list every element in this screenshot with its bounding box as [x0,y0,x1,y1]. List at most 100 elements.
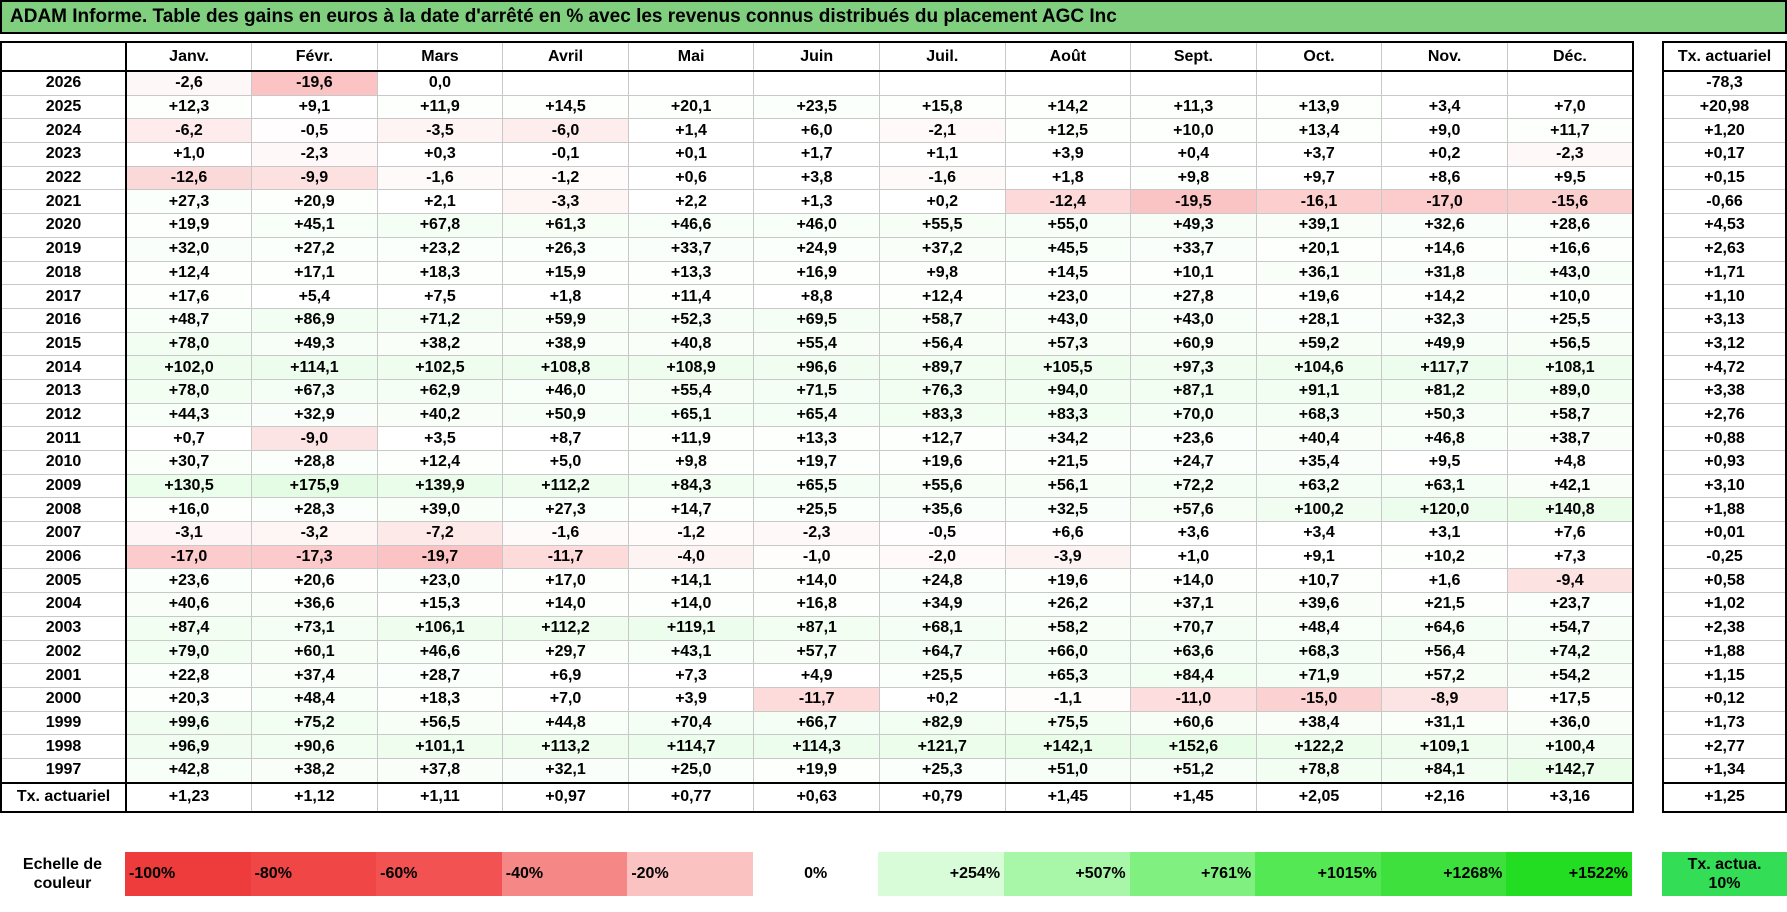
year-row: +0,12 [1662,686,1787,712]
footer-cell: +1,11 [376,781,504,813]
gain-cell: +45,1 [251,213,378,238]
month-header: Janv. [125,41,253,72]
year-row: +20,98 [1662,94,1787,120]
gain-cell: +32,6 [1381,213,1508,238]
footer-cell: +3,16 [1506,781,1634,813]
gain-cell: +32,0 [125,236,253,262]
total-cell: +0,17 [1662,142,1787,167]
gain-cell: +46,0 [753,213,880,238]
gain-cell: +33,7 [1130,236,1257,262]
year-row: +0,17 [1662,142,1787,167]
gain-cell: +20,6 [251,568,378,594]
year-row: +4,72 [1662,355,1787,380]
year-row: 2010 +30,7 +28,8 +12,4 +5,0 +9,8 +19,7 +19,6 +21… [0,450,1634,475]
footer-cell: +1,45 [1130,781,1257,813]
gain-cell: +48,4 [251,686,378,712]
total-cell: +2,63 [1662,236,1787,262]
year-row: 2016 +48,7 +86,9 +71,2 +59,9 +52,3 +69,5 +58,7 +… [0,307,1634,333]
year-row: 2000 +20,3 +48,4 +18,3 +7,0 +3,9 -11,7 +0,2 -1,1… [0,686,1634,712]
year-row: 2021 +27,3 +20,9 +2,1 -3,3 +2,2 +1,3 +0,2 -12,4-… [0,189,1634,215]
gain-cell: +4,9 [753,663,880,688]
gain-cell: +12,7 [878,426,1006,451]
year-cell: 2007 [0,521,127,546]
gain-cell: +38,2 [251,757,378,784]
gain-cell: +13,3 [753,426,880,451]
total-cell: +4,53 [1662,213,1787,238]
gain-cell: +10,1 [1130,260,1257,286]
footer-cell: +2,16 [1381,781,1508,813]
gain-cell: -2,1 [878,118,1006,144]
gain-cell: +52,3 [627,307,755,333]
year-row: 2001 +22,8 +37,4 +28,7 +6,9 +7,3 +4,9 +25,5 +65,… [0,663,1634,688]
gain-cell: +7,5 [376,284,504,309]
year-row: +1,20 [1662,118,1787,144]
gain-cell: +43,0 [1004,307,1132,333]
gain-cell: +38,4 [1255,710,1383,736]
legend-swatch: +761% [1129,852,1256,896]
gain-cell: -3,9 [1004,544,1132,570]
year-cell: 2013 [0,378,127,404]
gain-cell: -3,5 [376,118,504,144]
year-row: +1,73 [1662,710,1787,736]
year-cell: 2006 [0,544,127,570]
gain-cell: +37,4 [251,663,378,688]
footer-cell: +0,97 [502,781,629,813]
year-cell: 2022 [0,165,127,191]
gain-cell: +12,5 [1004,118,1132,144]
gain-cell: +11,3 [1130,94,1257,120]
footer-total: +1,25 [1662,781,1787,813]
total-cell: +1,02 [1662,592,1787,617]
gain-cell: +19,7 [753,450,880,475]
gain-cell: +102,0 [125,355,253,380]
gain-cell: -11,0 [1130,686,1257,712]
year-cell: 2011 [0,426,127,451]
legend-swatch: +1268% [1380,852,1507,896]
gain-cell: +112,2 [502,473,629,499]
year-row: 2003 +87,4 +73,1 +106,1 +112,2 +119,1 +87,1 +68… [0,615,1634,641]
year-cell: 2004 [0,592,127,617]
gain-cell: -19,7 [376,544,504,570]
gain-cell: -2,3 [1506,142,1634,167]
year-row: 2004 +40,6 +36,6 +15,3 +14,0 +14,0 +16,8 +34,9 +… [0,592,1634,617]
gain-cell: +108,8 [502,355,629,380]
gain-cell: +16,6 [1506,236,1634,262]
gain-cell: -1,6 [878,165,1006,191]
footer-label: Tx. actuariel [0,781,127,813]
gain-cell [1255,70,1383,96]
gain-cell: +19,6 [1255,284,1383,309]
year-row: 2026 -2,6 -19,6 0,0 [0,70,1634,96]
month-header: Nov. [1381,41,1508,72]
gain-cell: +84,3 [627,473,755,499]
gain-cell: +70,7 [1130,615,1257,641]
gain-cell: -8,9 [1381,686,1508,712]
gain-cell: +66,0 [1004,639,1132,665]
gain-cell: +0,7 [125,426,253,451]
gain-cell: +67,8 [376,213,504,238]
total-cell: -0,25 [1662,544,1787,570]
total-cell: +1,15 [1662,663,1787,688]
month-header: Févr. [251,41,378,72]
gain-cell: +31,1 [1381,710,1508,736]
gain-cell: +75,2 [251,710,378,736]
gain-cell: +58,7 [1506,402,1634,428]
gain-cell: +142,7 [1506,757,1634,784]
gain-cell: +7,0 [502,686,629,712]
gain-cell: +3,6 [1130,521,1257,546]
gain-cell: +117,7 [1381,355,1508,380]
legend-swatch: -100% [125,852,251,896]
gain-cell: +3,5 [376,426,504,451]
gain-cell: +38,7 [1506,426,1634,451]
gain-cell: -1,6 [502,521,629,546]
gain-cell: +10,0 [1130,118,1257,144]
gain-cell: +6,6 [1004,521,1132,546]
gain-cell: +18,3 [376,686,504,712]
year-cell: 1999 [0,710,127,736]
gain-cell: +34,9 [878,592,1006,617]
gain-cell: +89,0 [1506,378,1634,404]
year-cell: 2012 [0,402,127,428]
gain-cell: +96,6 [753,355,880,380]
year-row: +3,12 [1662,331,1787,357]
year-row: +2,63 [1662,236,1787,262]
gain-cell: +57,6 [1130,497,1257,523]
